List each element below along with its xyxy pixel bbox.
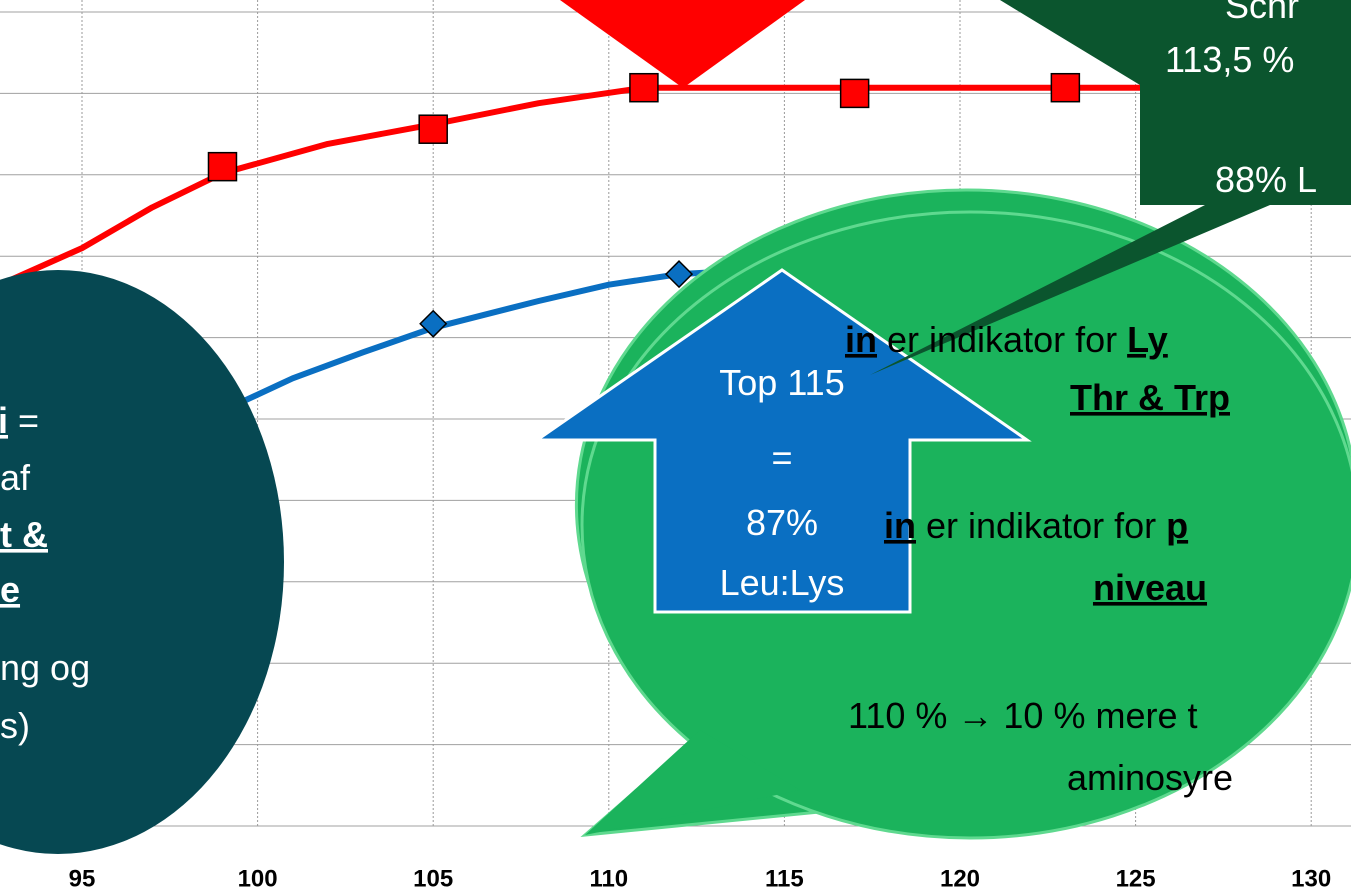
callout-text: 87% <box>746 502 818 543</box>
text-segment: Schr <box>1225 0 1299 26</box>
text-segment: aminosyre <box>1067 757 1233 798</box>
text-segment: Top 115 <box>719 362 844 403</box>
text-segment: = <box>771 437 792 478</box>
text-segment: e <box>0 569 20 610</box>
callout-text: niveau <box>1093 567 1207 608</box>
text-segment: er indikator for <box>916 505 1166 546</box>
callout-text: af <box>0 457 31 498</box>
x-tick-label: 95 <box>69 865 96 892</box>
text-segment: af <box>0 457 31 498</box>
text-segment: niveau <box>1093 567 1207 608</box>
text-segment: er indikator for <box>877 319 1127 360</box>
callout-text: s) <box>0 705 30 746</box>
data-marker <box>207 151 238 182</box>
callout-text: in er indikator for p <box>884 505 1188 546</box>
callout-text: Thr & Trp <box>1070 377 1230 418</box>
callout-text: ng og <box>0 647 90 688</box>
text-segment: Thr & Trp <box>1070 377 1230 418</box>
data-marker <box>1050 72 1081 103</box>
text-segment: Ly <box>1127 319 1168 360</box>
callout-text: in er indikator for Ly <box>845 319 1168 360</box>
data-marker <box>418 114 448 144</box>
x-tick-label: 130 <box>1291 865 1331 892</box>
callout-text: 113,5 % <box>1165 39 1294 80</box>
text-segment: in <box>884 505 916 546</box>
text-segment: p <box>1166 505 1188 546</box>
x-tick-label: 120 <box>940 865 980 892</box>
text-segment: Leu:Lys <box>720 562 845 603</box>
text-segment: 87% <box>746 502 818 543</box>
callout-text: e <box>0 569 20 610</box>
x-tick-label: 125 <box>1116 865 1156 892</box>
callout-text: Top 115 <box>719 362 844 403</box>
text-segment: = <box>8 400 39 441</box>
x-tick-label: 110 <box>589 865 628 892</box>
text-segment: t & <box>0 514 48 555</box>
x-tick-label: 100 <box>238 865 278 892</box>
text-segment: s) <box>0 705 30 746</box>
callout-text: Leu:Lys <box>720 562 845 603</box>
red-arrow <box>560 0 805 88</box>
text-segment: 88% L <box>1215 159 1317 200</box>
data-marker <box>664 260 694 289</box>
speech-bubble-tail <box>585 730 800 835</box>
callout-text: = <box>771 437 792 478</box>
dark-callout <box>870 0 1351 375</box>
text-segment: i <box>0 400 8 441</box>
x-tick-label: 115 <box>765 865 804 892</box>
callout-text: t & <box>0 514 48 555</box>
up-arrow <box>532 268 1032 614</box>
text-segment: 110 % → 10 % mere t <box>848 695 1198 736</box>
data-marker <box>419 309 448 338</box>
callout-text: aminosyre <box>1067 757 1233 798</box>
text-segment: ng og <box>0 647 90 688</box>
callout-ellipse <box>0 270 284 854</box>
text-segment: 113,5 % <box>1165 39 1294 80</box>
callout-text: Schr <box>1225 0 1299 26</box>
x-tick-label: 105 <box>413 865 453 892</box>
text-segment: in <box>845 319 877 360</box>
data-marker <box>839 78 870 109</box>
data-marker <box>629 72 659 103</box>
callout-text: 110 % → 10 % mere t <box>848 695 1198 736</box>
callout-text: 88% L <box>1215 159 1317 200</box>
callout-text: i = <box>0 400 39 441</box>
